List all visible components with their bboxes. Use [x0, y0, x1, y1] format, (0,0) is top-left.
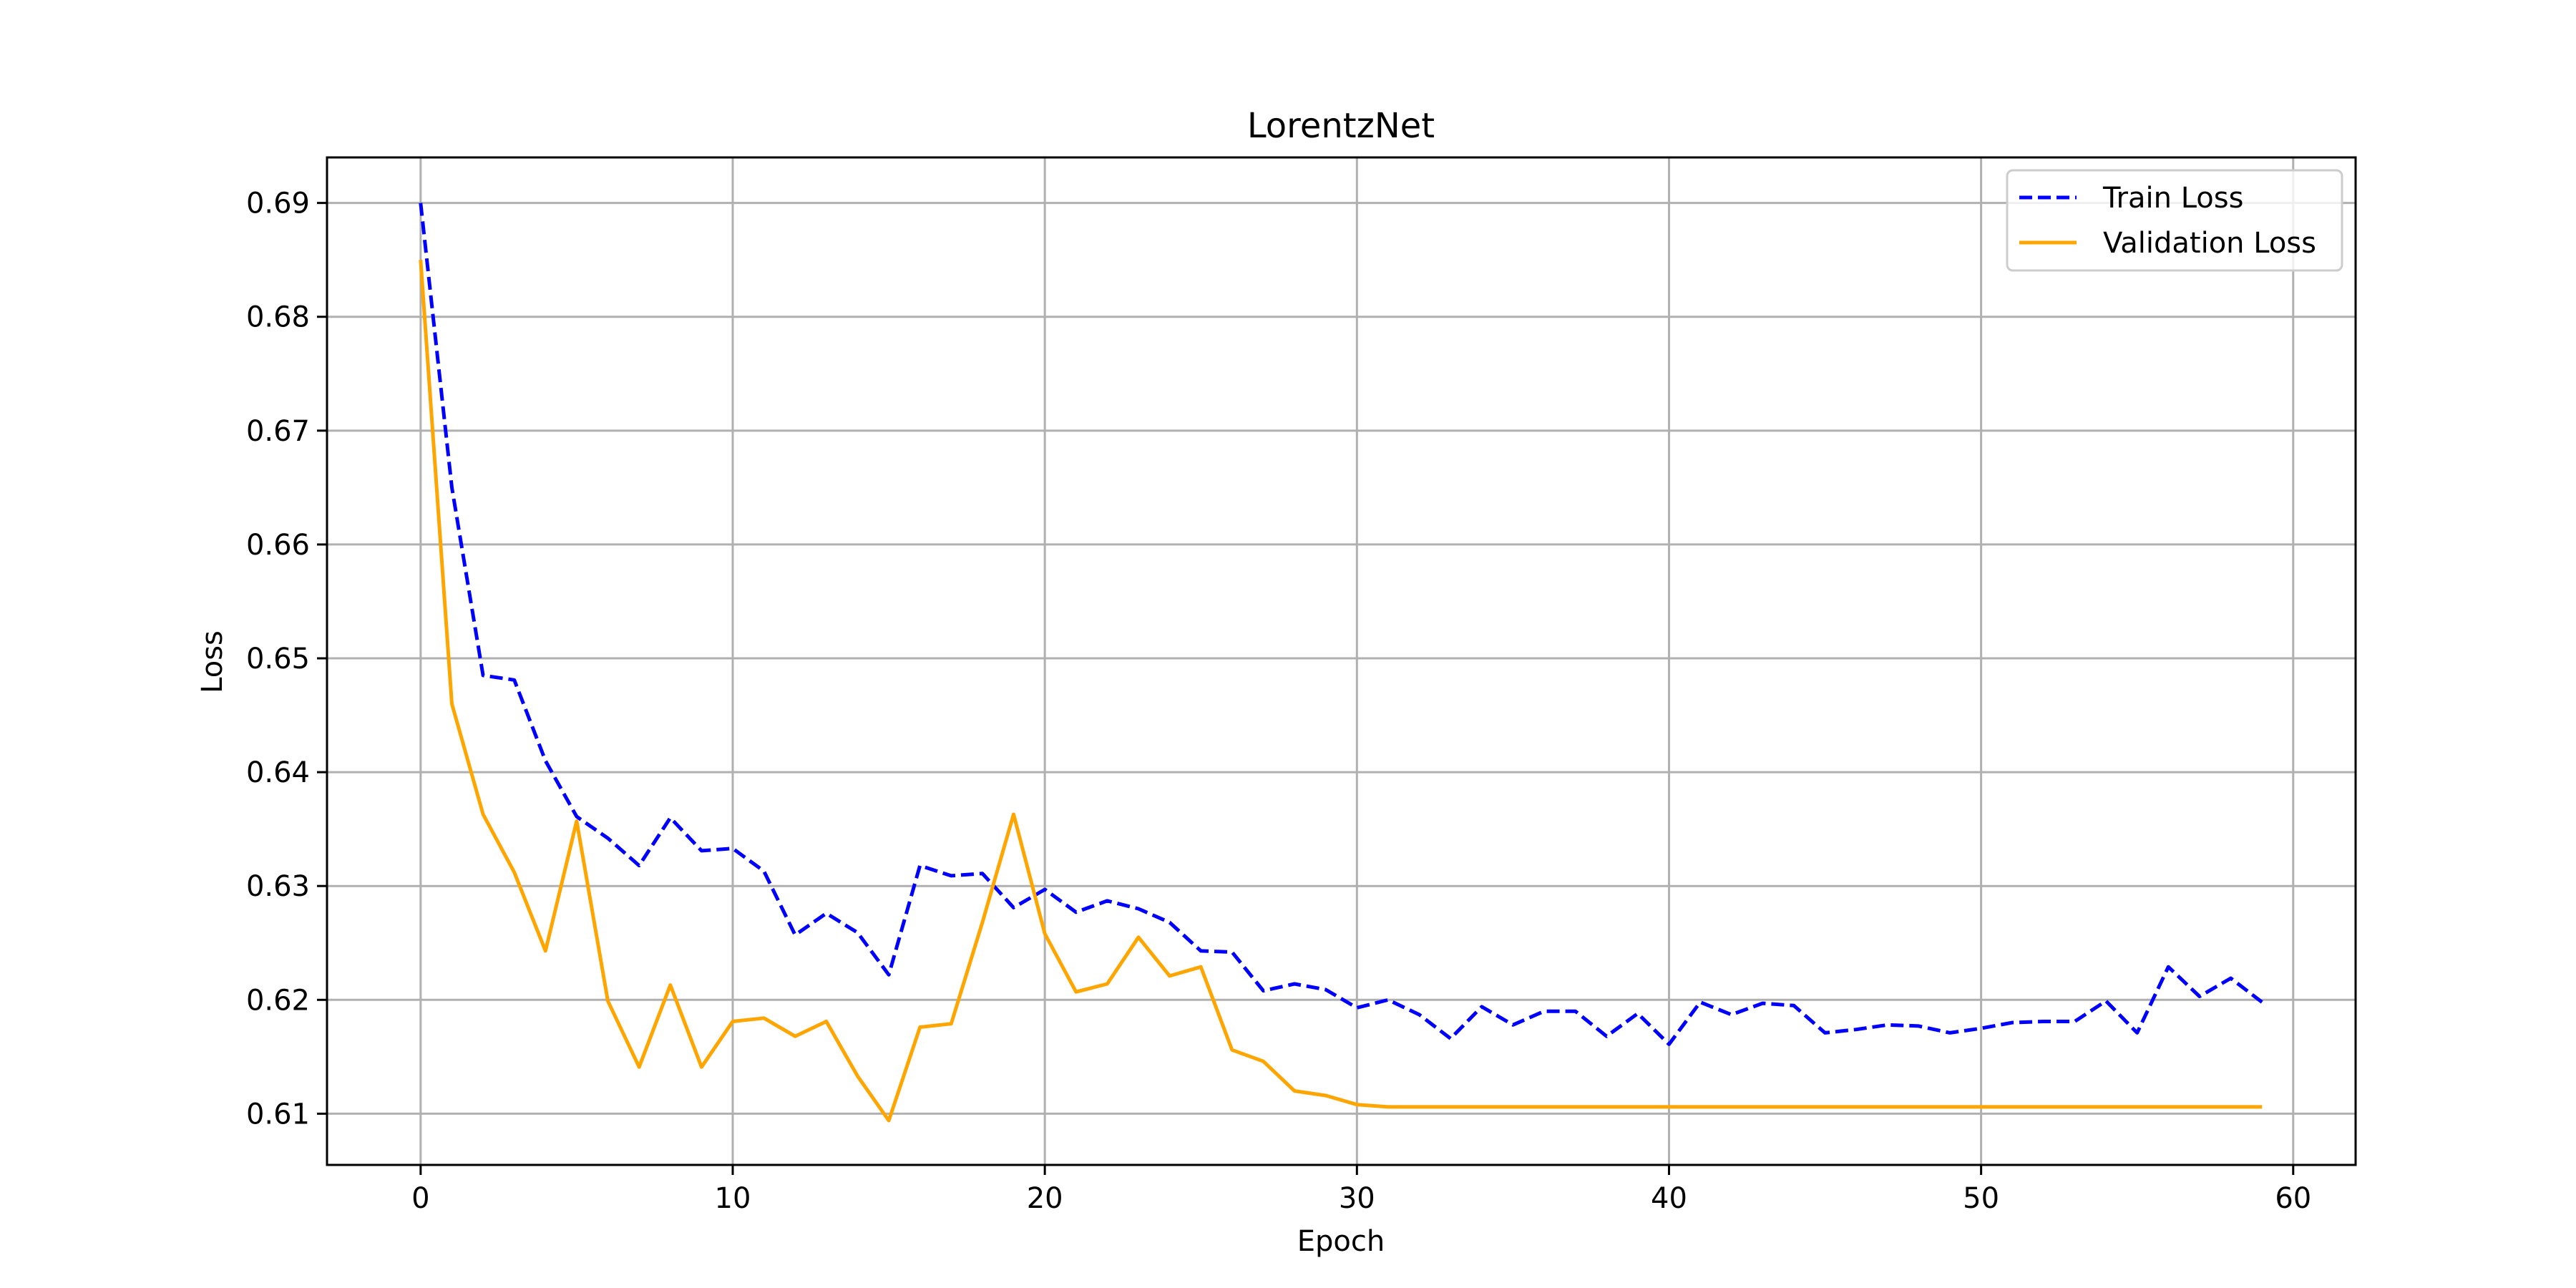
- legend-label-validation-loss: Validation Loss: [2103, 227, 2316, 260]
- y-tick-label: 0.63: [246, 870, 310, 903]
- y-tick-label: 0.67: [246, 415, 310, 448]
- x-tick-label: 50: [1963, 1182, 1999, 1215]
- chart-title: LorentzNet: [1247, 106, 1435, 146]
- y-tick-label: 0.69: [246, 187, 310, 220]
- x-tick-label: 10: [715, 1182, 751, 1215]
- y-tick-label: 0.61: [246, 1098, 310, 1131]
- series-line-train-loss: [419, 203, 2263, 1046]
- x-tick-label: 40: [1651, 1182, 1687, 1215]
- legend-box: [2006, 169, 2343, 272]
- y-tick-label: 0.64: [246, 756, 310, 789]
- ticks: 0 10 20 30 40 50 60 0.61 0.62 0.63 0.64 0.65 0.66 0.6…: [246, 187, 2311, 1215]
- y-tick-label: 0.68: [246, 301, 310, 334]
- x-tick-label: 0: [411, 1182, 429, 1215]
- x-axis-label: Epoch: [1297, 1225, 1385, 1258]
- x-tick-label: 60: [2275, 1182, 2311, 1215]
- x-tick-label: 30: [1339, 1182, 1375, 1215]
- plot-frame: [326, 156, 2357, 1166]
- legend: Train Loss Validation Loss: [2006, 169, 2343, 272]
- y-tick-label: 0.66: [246, 529, 310, 562]
- legend-label-train-loss: Train Loss: [2102, 182, 2243, 215]
- x-tick-label: 20: [1027, 1182, 1063, 1215]
- series-line-validation-loss: [419, 260, 2263, 1123]
- y-tick-label: 0.65: [246, 643, 310, 675]
- y-axis-label: Loss: [196, 630, 229, 693]
- y-tick-label: 0.62: [246, 984, 310, 1017]
- series-layer: [419, 203, 2263, 1123]
